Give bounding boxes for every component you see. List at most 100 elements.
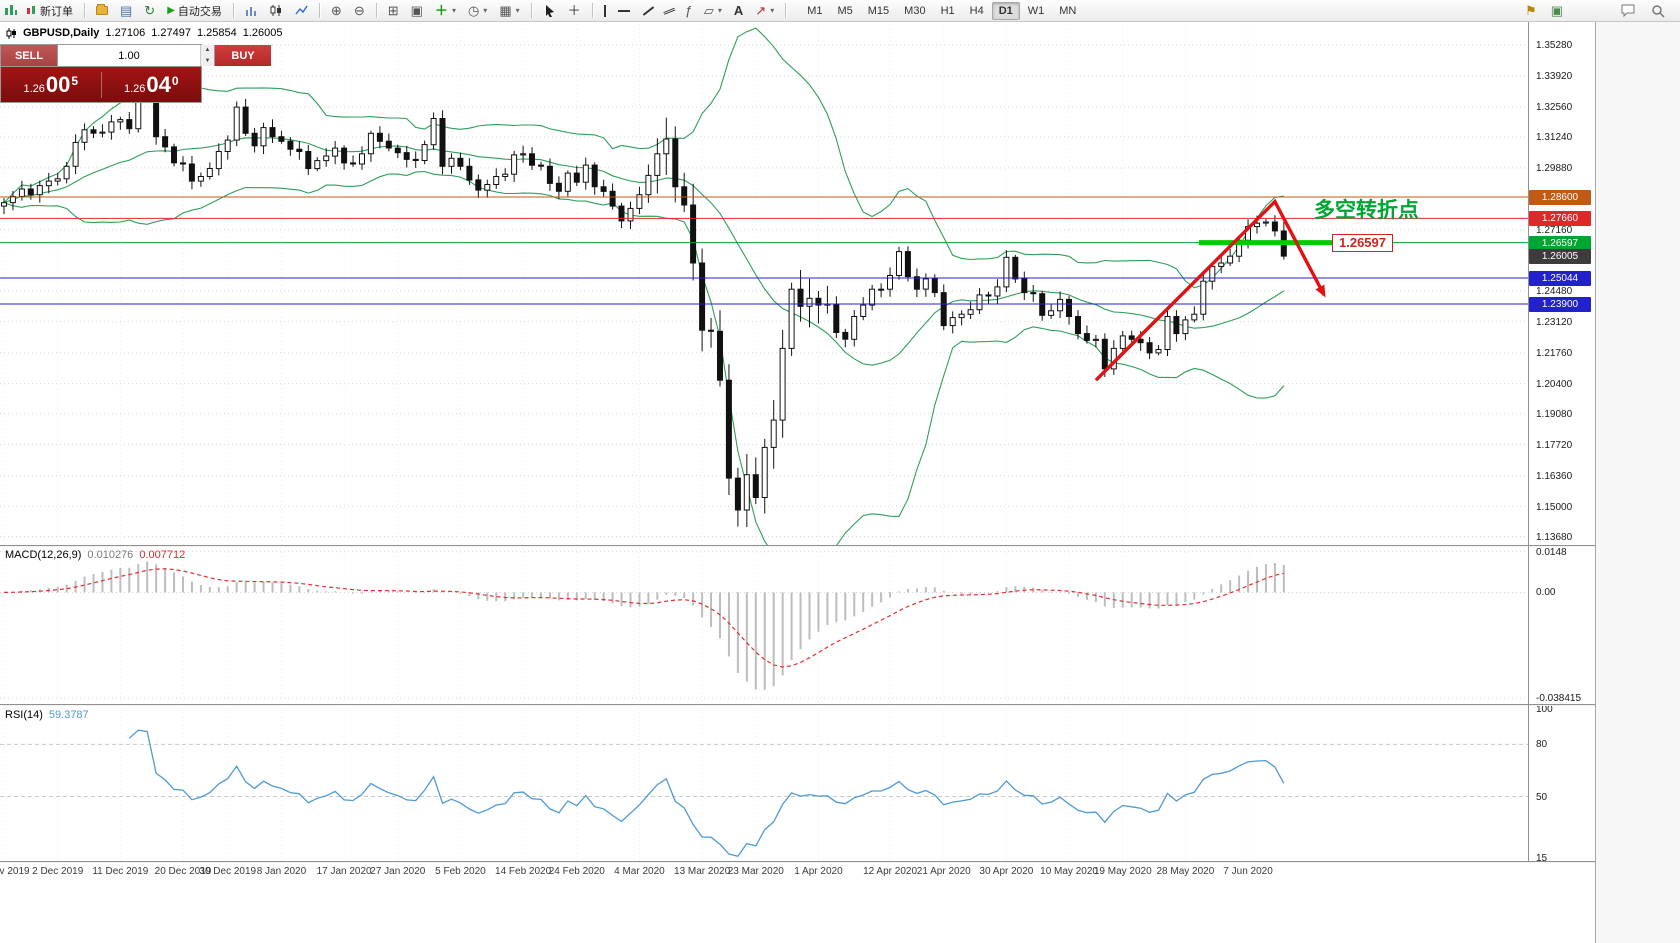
price-chart-canvas[interactable]: [0, 22, 1528, 884]
new-order-button[interactable]: 新订单: [20, 1, 78, 20]
candlestick-series: [1, 82, 1287, 528]
rsi-axis-label: 15: [1536, 852, 1548, 864]
vertical-line-icon[interactable]: [599, 1, 611, 20]
cursor-icon[interactable]: [538, 1, 561, 20]
ohlc-close: 1.26005: [242, 27, 283, 39]
macd-panel-layer: [0, 551, 1528, 699]
price-axis-label: 1.13680: [1536, 531, 1573, 543]
rsi-axis-label: 100: [1536, 704, 1553, 716]
macd-axis-label: 0.0148: [1536, 546, 1567, 558]
timeframe-d1[interactable]: D1: [991, 1, 1020, 20]
search-icon[interactable]: [1646, 1, 1670, 20]
tile-windows-icon[interactable]: ⊞: [383, 1, 404, 20]
toolbar-separator: [84, 3, 85, 18]
price-axis-label: 1.20400: [1536, 378, 1573, 390]
window-right-border: [1595, 22, 1596, 943]
support-price-label[interactable]: 1.26597: [1332, 233, 1393, 252]
text-icon[interactable]: A: [729, 1, 748, 20]
trendline-icon[interactable]: [637, 1, 660, 20]
macd-signal-value: 0.007712: [139, 549, 186, 561]
sell-button[interactable]: SELL: [1, 45, 57, 66]
toolbar-separator: [318, 3, 320, 18]
date-axis-label: 2 Dec 2019: [32, 866, 84, 877]
rsi-name: RSI(14): [5, 709, 43, 721]
chat-icon[interactable]: [1616, 1, 1640, 20]
toolbar-separator: [530, 3, 532, 18]
macd-axis-label: 0.00: [1536, 587, 1556, 599]
crosshair-icon[interactable]: ＋: [563, 1, 586, 20]
date-axis-label: 23 Mar 2020: [727, 866, 784, 877]
indicators-icon[interactable]: ＋ ▾: [430, 1, 461, 20]
timeframe-m30[interactable]: M30: [897, 2, 932, 20]
bid-price-display[interactable]: 1.26 00 5: [1, 71, 101, 97]
ask-price-display[interactable]: 1.26 04 0: [102, 73, 202, 96]
macd-signal-line: [3, 568, 1284, 668]
alerts-icon[interactable]: ⚑: [1520, 1, 1542, 20]
date-axis-label: 1 Apr 2020: [794, 866, 843, 877]
buy-button[interactable]: BUY: [215, 45, 271, 66]
ohlc-low: 1.25854: [196, 27, 237, 39]
autotrade-label: 自动交易: [177, 5, 222, 18]
ask-big-figure: 1.26: [123, 82, 146, 95]
date-axis-label: 17 Jan 2020: [316, 866, 372, 877]
channel-icon[interactable]: ∥: [662, 1, 678, 20]
line-chart-icon[interactable]: [290, 1, 313, 20]
candlestick-icon: [6, 27, 16, 39]
shapes-icon[interactable]: ▱ ▾: [699, 1, 727, 20]
timeframe-m5[interactable]: M5: [830, 2, 859, 20]
price-axis-label: 1.16360: [1536, 470, 1573, 482]
bid-pips: 00: [45, 71, 71, 97]
axis-separator: [1528, 22, 1529, 861]
arrows-icon[interactable]: ↗ ▾: [750, 1, 779, 20]
price-axis-label: 1.17720: [1536, 439, 1573, 451]
timeframe-m1[interactable]: M1: [800, 2, 829, 20]
timeframe-toolbar: M1 M5 M15 M30 H1 H4 D1 W1 MN: [800, 1, 1083, 20]
main-toolbar: 新订单 ▤ ↻ ▶ 自动交易 ⊕ ⊖ ⊞ ▣ ＋ ▾ ◷ ▾ ▦ ▾ ＋ ∥ ƒ ▱ ▾…: [0, 0, 1680, 22]
price-axis-label: 1.27160: [1536, 224, 1573, 236]
date-axis-label: 19 May 2020: [1093, 866, 1152, 877]
timeframe-m15[interactable]: M15: [861, 2, 896, 20]
date-axis-label: 12 Apr 2020: [863, 866, 918, 877]
timeframe-h4[interactable]: H4: [963, 2, 991, 20]
bar-chart-icon[interactable]: [240, 1, 263, 20]
fibonacci-icon[interactable]: ƒ: [680, 1, 697, 20]
workspace-strip: [1596, 22, 1680, 943]
zoom-out-icon[interactable]: ⊖: [349, 1, 370, 20]
rsi-label: RSI(14) 59.3787: [5, 709, 89, 721]
panel-divider[interactable]: [0, 545, 1595, 546]
panel-divider[interactable]: [0, 704, 1595, 705]
turning-point-annotation[interactable]: 多空转折点: [1314, 199, 1419, 222]
timeframe-mn[interactable]: MN: [1052, 2, 1083, 20]
ohlc-high: 1.27497: [151, 27, 191, 39]
trend-arrow-annotation[interactable]: [1094, 198, 1326, 382]
caret-down-icon: ▾: [483, 6, 488, 15]
periods-clock-icon[interactable]: ◷ ▾: [463, 1, 492, 20]
new-order-label: 新订单: [40, 5, 73, 18]
market-watch-icon[interactable]: ▤: [115, 1, 137, 20]
toolbar-separator: [591, 3, 593, 18]
timeframe-h1[interactable]: H1: [934, 2, 962, 20]
zoom-in-icon[interactable]: ⊕: [326, 1, 347, 20]
profiles-icon[interactable]: [91, 1, 113, 20]
volume-input[interactable]: [58, 45, 200, 66]
price-axis-label: 1.32560: [1536, 101, 1573, 113]
price-axis-label: 1.15000: [1536, 501, 1573, 513]
horizontal-line-icon[interactable]: [613, 1, 635, 20]
volume-down-button[interactable]: ▼: [201, 55, 214, 66]
price-axis[interactable]: 1.35280 1.33920 1.32560 1.31240 1.29880 1.271…: [1529, 22, 1595, 883]
candlestick-chart-icon[interactable]: [265, 1, 288, 20]
toolbar-separator: [785, 3, 787, 18]
templates-icon[interactable]: ▦ ▾: [494, 1, 524, 20]
price-level-badge: 1.27660: [1529, 211, 1591, 227]
refresh-icon[interactable]: ↻: [139, 1, 160, 20]
chart-window[interactable]: GBPUSD,Daily 1.27106 1.27497 1.25854 1.2…: [0, 22, 1680, 943]
cascade-windows-icon[interactable]: ▣: [406, 1, 428, 20]
volume-up-button[interactable]: ▲: [201, 45, 214, 56]
autotrade-button[interactable]: ▶ 自动交易: [162, 1, 227, 20]
date-axis-label: 13 Mar 2020: [674, 866, 731, 877]
window-layout-icon[interactable]: ▣: [1546, 1, 1568, 20]
timeframe-w1[interactable]: W1: [1021, 2, 1052, 20]
bollinger-upper-band: [3, 27, 1284, 289]
